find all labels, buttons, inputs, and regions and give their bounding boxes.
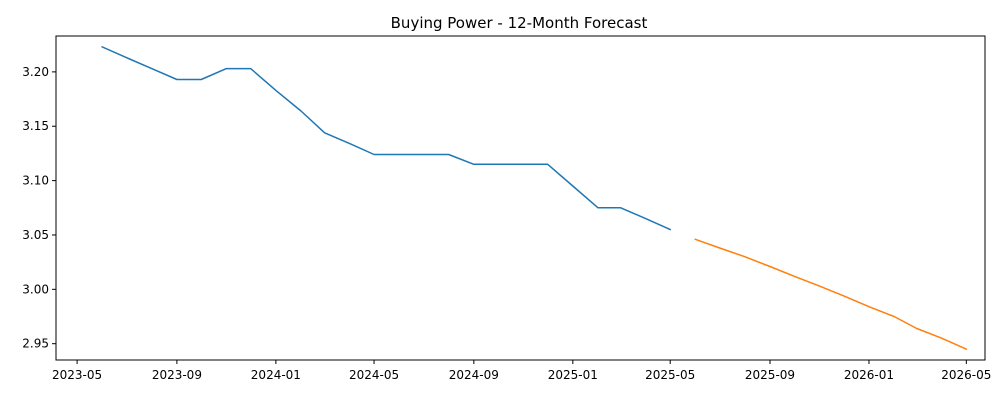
y-axis: 2.95 3.00 3.05 3.10 3.15 3.20: [22, 65, 56, 351]
x-axis: 2023-05 2023-09 2024-01 2024-05 2024-09 2025-…: [52, 360, 991, 382]
y-tick-label: 3.05: [22, 228, 49, 242]
x-tick-label: 2024-09: [449, 368, 499, 382]
x-tick-label: 2023-05: [52, 368, 102, 382]
x-tick-label: 2025-05: [645, 368, 695, 382]
x-tick-label: 2024-05: [349, 368, 399, 382]
y-tick-label: 3.10: [22, 174, 49, 188]
x-tick-label: 2026-01: [844, 368, 894, 382]
y-tick-label: 3.00: [22, 282, 49, 296]
y-tick-label: 3.20: [22, 65, 49, 79]
y-tick-label: 2.95: [22, 337, 49, 351]
x-tick-label: 2026-05: [941, 368, 991, 382]
chart-title: Buying Power - 12-Month Forecast: [391, 14, 648, 32]
x-tick-label: 2023-09: [152, 368, 202, 382]
x-tick-label: 2024-01: [251, 368, 301, 382]
y-tick-label: 3.15: [22, 119, 49, 133]
x-tick-label: 2025-01: [548, 368, 598, 382]
series-line-1: [101, 45, 672, 231]
plot-frame: [55, 35, 986, 361]
series-line-2: [694, 238, 968, 351]
x-tick-label: 2025-09: [745, 368, 795, 382]
series-layer: [101, 45, 968, 351]
